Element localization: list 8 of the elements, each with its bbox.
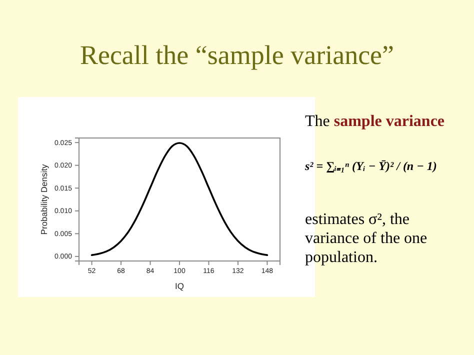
y-axis-title: Probability Density (39, 164, 49, 235)
text: The (305, 113, 330, 130)
text: sample variance (334, 113, 445, 130)
chart-title: Recall the “sample variance” (78, 40, 396, 71)
x-axis-title: IQ (175, 281, 184, 291)
text: s² = ∑ᵢ₌₁ⁿ (Yᵢ − Ȳ)² / (n − 1) (305, 158, 438, 175)
text: estimates σ², the variance of the one population. (305, 210, 428, 267)
line-series (90, 142, 268, 256)
